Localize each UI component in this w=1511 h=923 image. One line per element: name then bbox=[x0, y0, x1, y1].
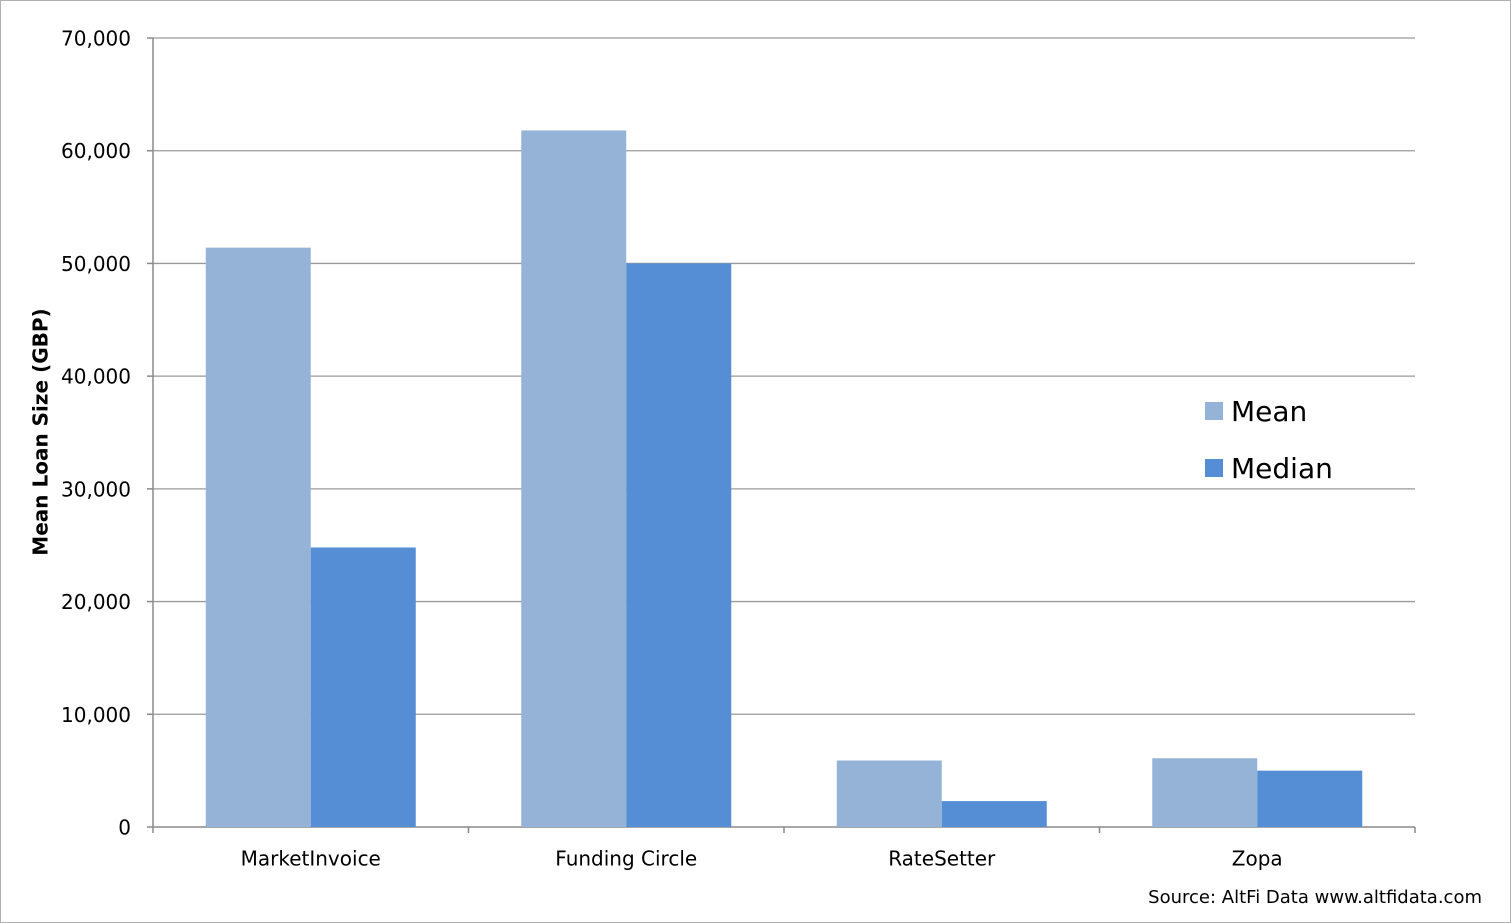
bar bbox=[836, 760, 942, 827]
x-tick-label: Zopa bbox=[1232, 847, 1283, 871]
y-tick-label: 40,000 bbox=[61, 365, 131, 389]
bar bbox=[205, 247, 311, 828]
y-tick-label: 70,000 bbox=[61, 27, 131, 51]
y-tick-label: 10,000 bbox=[61, 703, 131, 727]
x-tick-label: MarketInvoice bbox=[241, 847, 381, 871]
legend-swatch bbox=[1205, 402, 1223, 420]
y-tick-label: 60,000 bbox=[61, 139, 131, 163]
legend-label: Median bbox=[1231, 452, 1333, 485]
bar bbox=[626, 263, 732, 827]
y-tick-label: 30,000 bbox=[61, 477, 131, 501]
y-axis-label: Mean Loan Size (GBP) bbox=[29, 308, 53, 555]
x-tick-label: RateSetter bbox=[888, 847, 996, 871]
legend-swatch bbox=[1205, 459, 1223, 477]
bar bbox=[1152, 758, 1258, 827]
bar bbox=[521, 130, 627, 827]
y-tick-label: 20,000 bbox=[61, 590, 131, 614]
x-tick-label: Funding Circle bbox=[555, 847, 697, 871]
bar bbox=[310, 547, 416, 827]
y-tick-label: 0 bbox=[118, 816, 131, 840]
bar bbox=[941, 801, 1047, 827]
source-note: Source: AltFi Data www.altfidata.com bbox=[1148, 887, 1482, 908]
legend-label: Mean bbox=[1231, 395, 1307, 428]
bar bbox=[1257, 770, 1363, 827]
y-tick-label: 50,000 bbox=[61, 252, 131, 276]
